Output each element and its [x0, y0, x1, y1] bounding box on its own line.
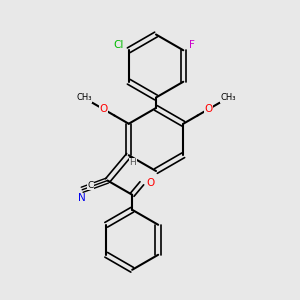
Text: C: C — [87, 181, 93, 190]
Text: N: N — [78, 193, 86, 203]
Text: CH₃: CH₃ — [220, 93, 236, 102]
Text: O: O — [146, 178, 154, 188]
Text: F: F — [189, 40, 194, 50]
Text: Cl: Cl — [114, 40, 124, 50]
Text: CH₃: CH₃ — [76, 93, 92, 102]
Text: O: O — [204, 104, 213, 114]
Text: O: O — [99, 104, 108, 114]
Text: H: H — [130, 158, 136, 167]
